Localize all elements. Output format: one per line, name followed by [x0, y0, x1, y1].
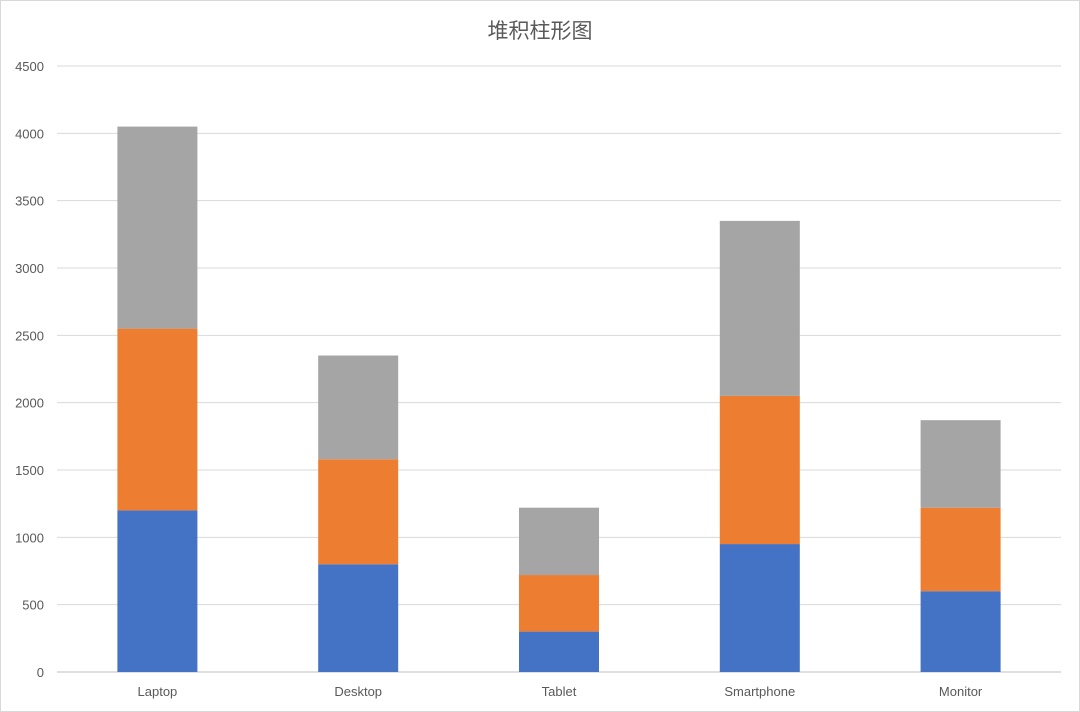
bar-segment-tablet-3	[519, 507, 599, 576]
y-tick-label: 4000	[15, 126, 44, 141]
y-tick-label: 3000	[15, 261, 44, 276]
y-tick-label: 2500	[15, 328, 44, 343]
x-tick-label: Smartphone	[724, 684, 795, 699]
x-tick-label: Tablet	[542, 684, 577, 699]
bar-segment-smartphone-3	[719, 220, 800, 396]
y-tick-label: 3500	[15, 194, 44, 209]
bar-segment-smartphone-2	[719, 395, 800, 545]
x-tick-label: Monitor	[939, 684, 983, 699]
y-tick-label: 0	[37, 665, 44, 680]
bar-segment-monitor-2	[920, 507, 1001, 592]
bar-segment-laptop-2	[117, 328, 198, 511]
bar-segment-tablet-1	[519, 631, 599, 672]
x-tick-label: Laptop	[138, 684, 178, 699]
bar-segment-desktop-2	[318, 459, 399, 565]
y-tick-label: 1500	[15, 463, 44, 478]
bar-segment-laptop-1	[117, 510, 198, 672]
chart-title: 堆积柱形图	[487, 19, 593, 43]
bar-segment-monitor-3	[920, 420, 1001, 508]
x-tick-label: Desktop	[334, 684, 382, 699]
bar-segment-tablet-2	[519, 575, 599, 632]
bar-segment-desktop-1	[318, 564, 399, 672]
bar-segment-desktop-3	[318, 355, 399, 460]
y-tick-label: 1000	[15, 530, 44, 545]
bar-segment-smartphone-1	[719, 544, 800, 672]
bar-segment-laptop-3	[117, 126, 198, 329]
bar-segment-monitor-1	[920, 591, 1001, 672]
y-tick-label: 4500	[15, 59, 44, 74]
y-tick-label: 500	[22, 598, 44, 613]
y-tick-label: 2000	[15, 396, 44, 411]
